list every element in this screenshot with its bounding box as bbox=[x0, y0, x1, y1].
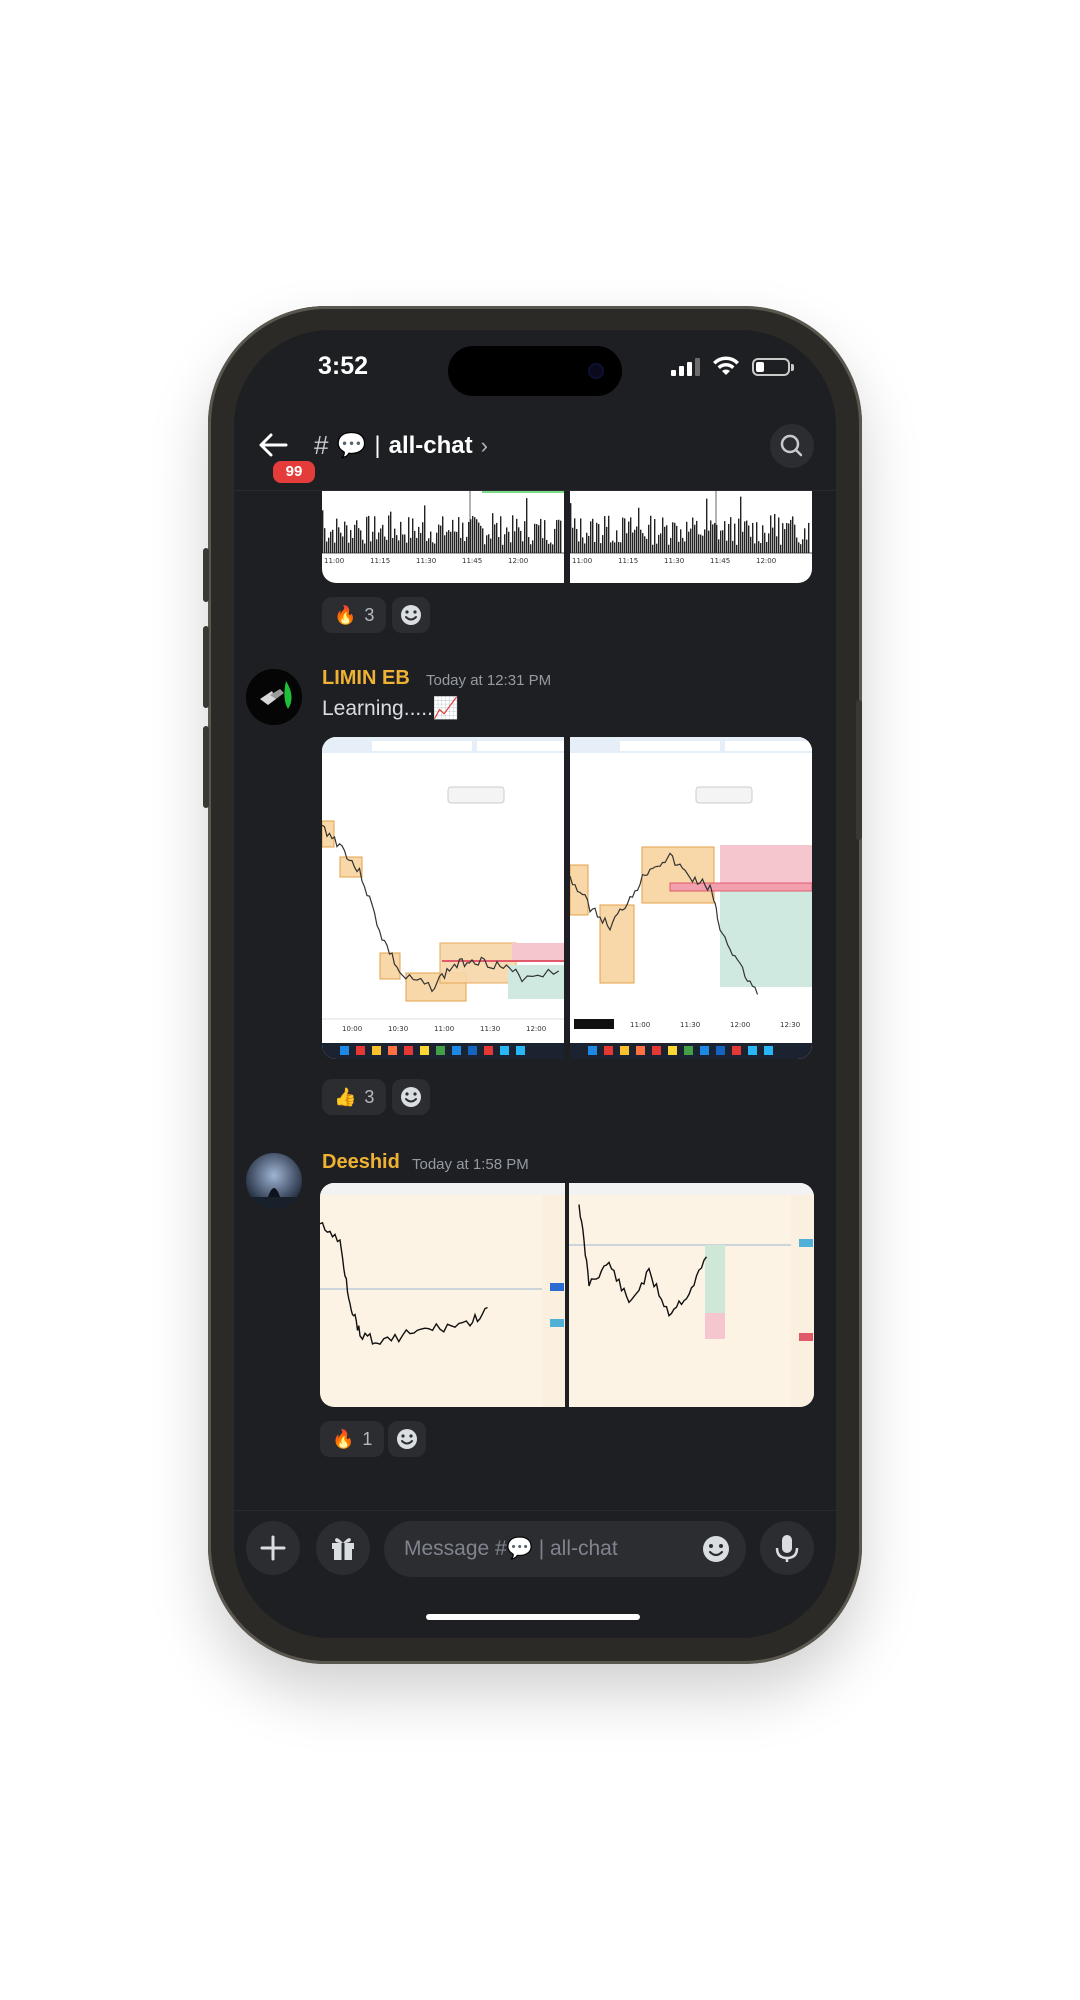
reaction-pill[interactable]: 🔥 1 bbox=[320, 1421, 385, 1457]
reaction-count: 3 bbox=[364, 604, 375, 625]
plus-icon bbox=[260, 1535, 286, 1561]
channel-name: all-chat bbox=[388, 431, 473, 459]
voice-message-button[interactable] bbox=[760, 1521, 814, 1575]
tick-label: 11:45 bbox=[462, 557, 482, 565]
tick-label: 11:00 bbox=[324, 557, 344, 565]
volume-chart-image: 11:00 11:15 11:30 11:45 12:00 bbox=[570, 491, 812, 565]
tick-label: 11:45 bbox=[710, 557, 730, 565]
channel-separator: | bbox=[374, 431, 381, 459]
tick-label: 12:30 bbox=[780, 1021, 800, 1029]
chart-screenshot-image: 10:00 10:30 11:00 11:30 12:00 bbox=[322, 737, 564, 1059]
username[interactable]: LIMIN EB bbox=[322, 667, 410, 689]
add-reaction-button[interactable] bbox=[392, 1079, 430, 1115]
phone-volume-up-button bbox=[203, 626, 209, 708]
reaction-count: 1 bbox=[362, 1428, 373, 1449]
message-text: Learning.....📈 bbox=[322, 697, 460, 720]
reaction-emoji: 🔥 bbox=[332, 1428, 355, 1449]
channel-hash-icon: # bbox=[314, 430, 329, 460]
emoji-icon[interactable] bbox=[698, 1531, 734, 1567]
avatar[interactable] bbox=[246, 669, 302, 725]
reaction-pill[interactable]: 👍 3 bbox=[322, 1079, 387, 1115]
tick-label: 11:00 bbox=[630, 1021, 650, 1029]
tick-label: 12:00 bbox=[508, 557, 528, 565]
wifi-icon bbox=[713, 356, 739, 375]
dynamic-island bbox=[448, 346, 622, 396]
add-reaction-button[interactable] bbox=[388, 1421, 426, 1457]
tick-label: 12:00 bbox=[756, 557, 776, 565]
chart-screenshot-image bbox=[320, 1183, 565, 1407]
reaction-count: 3 bbox=[364, 1086, 375, 1107]
phone-power-button bbox=[856, 700, 862, 840]
volume-chart-image: 11:00 11:15 11:30 11:45 12:00 bbox=[322, 491, 564, 565]
message-list[interactable]: 11:00 11:15 11:30 11:45 12:00 11:00 11:1… bbox=[234, 491, 836, 1503]
tick-label: 11:15 bbox=[618, 557, 638, 565]
cellular-signal-icon bbox=[671, 358, 700, 376]
chart-screenshot-image: 11:00 11:30 12:00 12:30 bbox=[570, 737, 812, 1059]
tick-label: 11:00 bbox=[572, 557, 592, 565]
tick-label: 11:00 bbox=[434, 1025, 454, 1033]
tick-label: 11:30 bbox=[416, 557, 436, 565]
avatar[interactable] bbox=[246, 1153, 302, 1209]
tick-label: 10:00 bbox=[342, 1025, 362, 1033]
gift-button[interactable] bbox=[316, 1521, 370, 1575]
image-attachment-grid: 11:00 11:15 11:30 11:45 12:00 11:00 11:1… bbox=[322, 491, 812, 583]
image-attachment[interactable]: 10:00 10:30 11:00 11:30 12:00 bbox=[322, 737, 564, 1059]
message-composer: Message #💬 | all-chat bbox=[234, 1510, 836, 1638]
emoji-icon bbox=[397, 1429, 417, 1449]
microphone-icon bbox=[775, 1535, 799, 1562]
tick-label: 10:30 bbox=[388, 1025, 408, 1033]
back-arrow-icon[interactable] bbox=[256, 428, 290, 462]
image-attachment[interactable]: 11:00 11:15 11:30 11:45 12:00 bbox=[570, 491, 812, 583]
image-attachment[interactable] bbox=[320, 1183, 565, 1407]
image-attachment[interactable]: 11:00 11:30 12:00 12:30 bbox=[570, 737, 812, 1059]
unread-badge: 99 bbox=[270, 458, 318, 486]
tick-label: 12:00 bbox=[526, 1025, 546, 1033]
tick-label: 11:30 bbox=[664, 557, 684, 565]
avatar-image bbox=[246, 1153, 302, 1209]
timestamp: Today at 12:31 PM bbox=[426, 672, 552, 689]
message-input[interactable]: Message #💬 | all-chat bbox=[384, 1521, 746, 1577]
home-indicator bbox=[426, 1614, 640, 1620]
chart-screenshot-image bbox=[569, 1183, 814, 1407]
reaction-emoji: 👍 bbox=[334, 1086, 357, 1107]
channel-header: 99 # 💬 | all-chat › bbox=[234, 418, 836, 491]
status-time: 3:52 bbox=[318, 352, 369, 380]
avatar-image bbox=[246, 669, 302, 725]
add-reaction-button[interactable] bbox=[392, 597, 430, 633]
chevron-right-icon: › bbox=[480, 432, 488, 458]
screen: 3:52 99 # 💬 | all-chat › bbox=[234, 330, 836, 1638]
battery-icon bbox=[752, 358, 794, 376]
tick-label: 11:15 bbox=[370, 557, 390, 565]
image-attachment[interactable] bbox=[569, 1183, 814, 1407]
image-attachment-grid bbox=[320, 1183, 814, 1407]
channel-emoji: 💬 bbox=[336, 432, 367, 459]
channel-title[interactable]: # 💬 | all-chat › bbox=[314, 430, 488, 461]
add-attachment-button[interactable] bbox=[246, 1521, 300, 1575]
message-input-placeholder: Message #💬 | all-chat bbox=[404, 1537, 618, 1560]
reaction-emoji: 🔥 bbox=[334, 604, 357, 625]
tick-label: 11:30 bbox=[680, 1021, 700, 1029]
tick-label: 12:00 bbox=[730, 1021, 750, 1029]
tick-label: 11:30 bbox=[480, 1025, 500, 1033]
search-icon bbox=[780, 434, 803, 457]
phone-volume-down-button bbox=[203, 726, 209, 808]
emoji-icon bbox=[401, 1087, 421, 1107]
image-attachment-grid: 10:00 10:30 11:00 11:30 12:00 bbox=[322, 737, 812, 1059]
image-attachment[interactable]: 11:00 11:15 11:30 11:45 12:00 bbox=[322, 491, 564, 583]
emoji-icon bbox=[401, 605, 421, 625]
timestamp: Today at 1:58 PM bbox=[412, 1156, 529, 1173]
phone-side-button bbox=[203, 548, 209, 602]
username[interactable]: Deeshid bbox=[322, 1151, 400, 1173]
search-button[interactable] bbox=[770, 424, 814, 468]
status-icons bbox=[671, 356, 794, 376]
reaction-pill[interactable]: 🔥 3 bbox=[322, 597, 387, 633]
gift-icon bbox=[332, 1538, 354, 1560]
